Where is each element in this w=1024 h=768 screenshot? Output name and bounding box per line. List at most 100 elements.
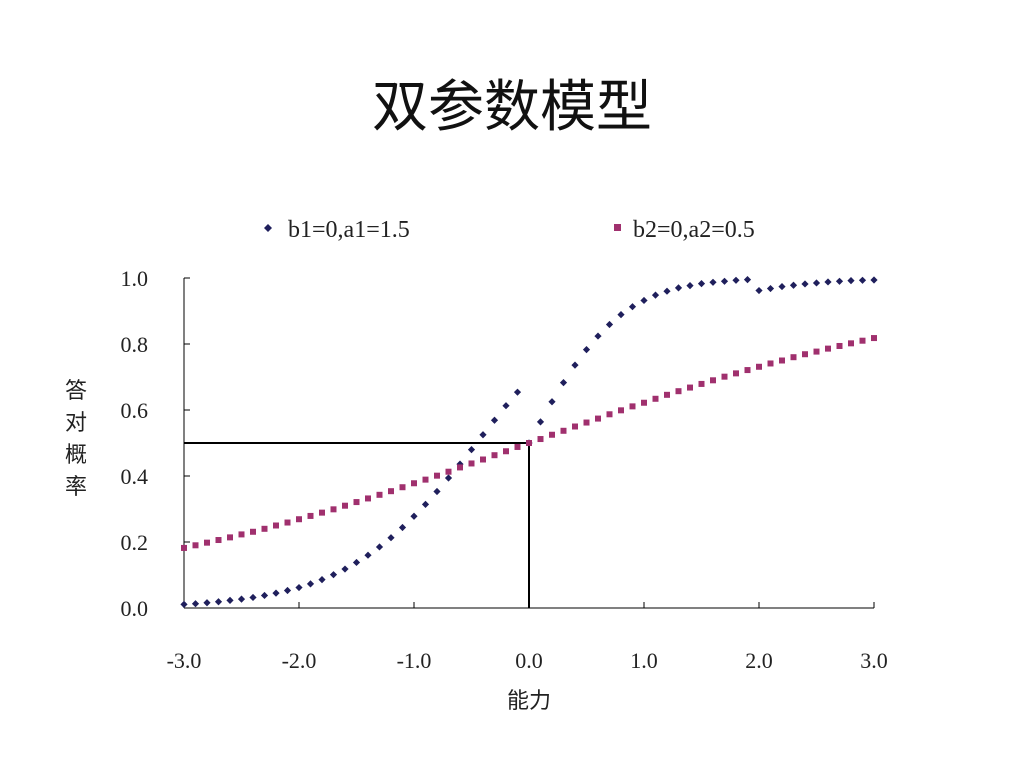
- data-point: [744, 367, 751, 374]
- data-point: [513, 388, 522, 396]
- data-point: [789, 281, 798, 289]
- x-tick-label: 0.0: [515, 648, 543, 673]
- data-point: [825, 345, 831, 352]
- y-tick-label: 0.4: [121, 464, 149, 489]
- data-point: [249, 593, 257, 602]
- y-tick-label: 0.2: [121, 530, 149, 555]
- data-point: [214, 598, 223, 606]
- data-point: [410, 512, 418, 520]
- data-point: [296, 516, 302, 523]
- data-point: [284, 519, 291, 526]
- x-tick-label: 3.0: [860, 648, 888, 673]
- data-point: [859, 337, 866, 344]
- reference-lines: [184, 442, 530, 608]
- y-axis-title: 答对概率: [65, 379, 87, 500]
- data-point: [329, 571, 338, 579]
- data-point: [503, 448, 509, 455]
- data-point: [801, 280, 809, 288]
- data-point: [180, 600, 188, 608]
- data-point: [870, 276, 878, 284]
- data-point: [376, 491, 383, 498]
- data-point: [260, 591, 269, 600]
- data-point: [766, 284, 775, 293]
- data-point: [457, 464, 463, 471]
- data-point: [422, 476, 429, 483]
- data-point: [594, 332, 602, 340]
- data-point: [307, 512, 314, 519]
- data-point: [283, 586, 292, 595]
- data-point: [536, 418, 545, 426]
- data-point: [709, 278, 717, 286]
- data-point: [560, 427, 567, 434]
- data-point: [698, 380, 705, 387]
- legend: b1=0,a1=1.5 b2=0,a2=0.5: [264, 217, 755, 243]
- x-tick-label: 2.0: [745, 648, 773, 673]
- data-point: [204, 539, 210, 546]
- y-tick-label: 0.8: [121, 332, 149, 357]
- data-point: [755, 286, 763, 295]
- data-point: [732, 276, 740, 284]
- data-point: [444, 474, 453, 482]
- data-point: [215, 537, 222, 544]
- data-point: [721, 373, 728, 380]
- data-point: [226, 596, 234, 605]
- data-point: [514, 443, 521, 450]
- data-point: [261, 525, 268, 532]
- data-point: [847, 277, 855, 285]
- data-point: [674, 284, 683, 292]
- data-point: [606, 411, 613, 418]
- y-axis-title-char: 概: [65, 443, 87, 468]
- data-point: [605, 320, 614, 329]
- data-point: [790, 354, 797, 361]
- data-point: [664, 391, 670, 398]
- x-tick-label: -2.0: [282, 648, 317, 673]
- data-point: [352, 558, 361, 567]
- data-point: [710, 377, 716, 384]
- data-point: [342, 502, 348, 509]
- data-point: [720, 277, 729, 285]
- data-point: [848, 340, 854, 347]
- data-point: [387, 534, 395, 542]
- data-point: [365, 495, 371, 502]
- data-point: [802, 351, 808, 358]
- data-point: [618, 407, 624, 414]
- axes: 0.0 0.2 0.4 0.6 0.8 1.0 -3.0 -2.0 -1.0 0.0 1.0 2.0 3…: [121, 266, 888, 673]
- data-point: [181, 544, 187, 551]
- data-point: [192, 542, 199, 549]
- data-point: [399, 484, 406, 491]
- y-tick-label: 0.0: [121, 596, 149, 621]
- data-point: [319, 509, 325, 516]
- data-point: [836, 342, 843, 349]
- data-point: [318, 576, 326, 584]
- y-tick-label: 1.0: [121, 266, 149, 291]
- data-point: [502, 402, 510, 410]
- data-point: [250, 528, 256, 535]
- legend-item-series-2: b2=0,a2=0.5: [614, 217, 755, 243]
- data-point: [595, 415, 601, 422]
- data-point: [571, 361, 579, 369]
- data-point: [858, 276, 867, 284]
- data-point: [651, 291, 660, 299]
- data-point: [641, 399, 647, 406]
- data-point: [813, 348, 820, 355]
- data-point: [824, 278, 832, 286]
- data-point: [756, 363, 762, 370]
- data-point: [697, 280, 706, 288]
- y-axis-title-char: 率: [65, 475, 87, 500]
- data-point: [467, 446, 476, 454]
- data-point: [480, 456, 486, 463]
- data-point: [490, 416, 499, 424]
- y-axis-title-char: 答: [65, 379, 87, 404]
- data-point: [375, 543, 384, 551]
- data-point: [295, 583, 303, 592]
- data-point: [582, 346, 591, 354]
- data-point: [583, 419, 590, 426]
- data-point: [479, 431, 487, 439]
- data-point: [733, 370, 739, 377]
- data-point: [871, 335, 877, 342]
- legend-marker-square: [614, 224, 621, 231]
- data-point: [353, 499, 360, 506]
- data-point: [238, 531, 245, 538]
- x-tick-label: -3.0: [167, 648, 202, 673]
